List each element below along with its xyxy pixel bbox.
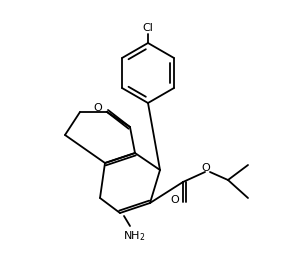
Text: NH$_2$: NH$_2$ <box>123 229 145 243</box>
Text: O: O <box>171 195 179 205</box>
Text: O: O <box>202 163 210 173</box>
Text: O: O <box>94 103 102 113</box>
Text: Cl: Cl <box>143 23 153 33</box>
